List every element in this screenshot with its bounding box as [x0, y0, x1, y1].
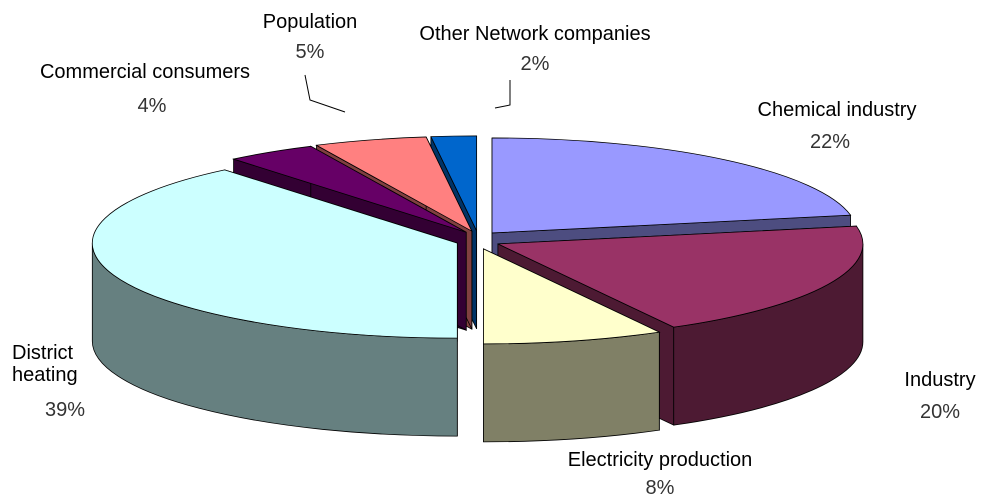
slice — [315, 136, 473, 233]
slice-label: 22% — [809, 131, 851, 153]
slice-group — [91, 169, 458, 437]
slice-label: 5% — [295, 41, 325, 63]
slice — [491, 137, 852, 234]
slice — [430, 135, 478, 232]
slice — [231, 145, 467, 233]
slice — [91, 169, 458, 339]
slice-label: 4% — [137, 95, 167, 117]
slice-group — [483, 248, 661, 443]
slice-label: 39% — [45, 399, 86, 421]
leader-line — [494, 80, 511, 109]
slice-label: District heating — [12, 342, 78, 386]
slice-label: 20% — [919, 401, 961, 423]
slice-label: Other Network companies — [419, 23, 651, 45]
slice-label: 8% — [645, 477, 675, 499]
slice-label: Chemical industry — [757, 99, 917, 121]
slice-label: Electricity production — [567, 449, 753, 471]
slice-label: Population — [262, 11, 358, 33]
slice-wall — [483, 331, 660, 443]
slice-label: Commercial consumers — [39, 61, 251, 83]
slice — [483, 248, 661, 345]
slice — [497, 225, 864, 328]
slice-label: Industry — [904, 369, 976, 391]
leader-line — [304, 74, 346, 113]
slice-label: 2% — [520, 53, 550, 75]
